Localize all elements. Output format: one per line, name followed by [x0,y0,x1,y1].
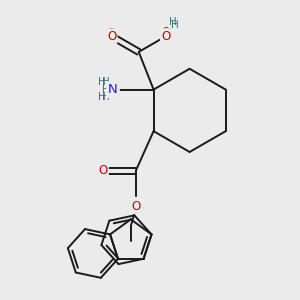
Text: H: H [102,76,110,87]
Text: O: O [106,27,116,40]
Text: N: N [108,83,118,96]
Text: O: O [131,198,140,211]
Text: O: O [107,30,116,43]
Text: H: H [102,85,110,94]
Text: H: H [98,76,106,87]
Text: O: O [161,30,170,43]
Text: O: O [131,200,140,213]
Text: N: N [108,83,118,96]
Text: O: O [98,164,108,177]
Text: O: O [98,164,107,177]
Text: O: O [161,26,170,39]
Text: H: H [171,20,178,30]
Text: H: H [98,92,106,103]
Text: H: H [102,92,110,103]
Text: H: H [169,17,176,27]
